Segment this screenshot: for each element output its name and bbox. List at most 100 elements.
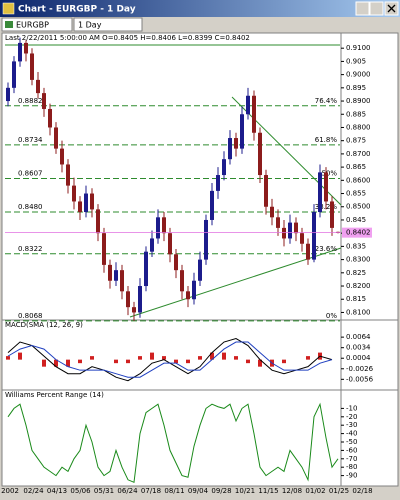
candle-body (78, 201, 82, 213)
minimize-button[interactable] (355, 1, 370, 16)
candle-body (168, 233, 172, 255)
y-tick-label: 0.8700 (346, 150, 371, 158)
trend-line (129, 247, 342, 318)
fib-price-label: 0.8607 (18, 169, 43, 177)
candle-body (18, 42, 22, 62)
candle-body (120, 270, 124, 292)
candle-body (96, 209, 100, 234)
y-tick-label: 0.865 (346, 163, 366, 171)
y-tick-label: 0.8800 (346, 123, 371, 131)
candle-body (24, 42, 28, 54)
histogram-bar (234, 356, 238, 360)
candle-body (108, 264, 112, 281)
y-tick-label: -50 (346, 438, 357, 446)
y-tick-label: 0.8900 (346, 97, 371, 105)
y-tick-label: 0.905 (346, 57, 366, 65)
x-tick-label: 08/11 (164, 487, 184, 495)
period-text: 1 Day (78, 21, 102, 30)
histogram-bar (138, 356, 142, 360)
y-tick-label: -30 (346, 421, 357, 429)
candle-body (162, 217, 166, 234)
last-price-label: 0.8402 (346, 229, 371, 237)
y-tick-label: 0.895 (346, 84, 366, 92)
y-tick-label: -60 (346, 446, 357, 454)
histogram-bar (66, 359, 70, 367)
fib-price-label: 0.8068 (18, 312, 43, 320)
y-tick-label: 0.855 (346, 190, 366, 198)
x-tick-label: 05/31 (94, 487, 114, 495)
candle-body (102, 233, 106, 265)
candle-body (72, 185, 76, 202)
histogram-bar (198, 356, 202, 360)
candle-body (210, 190, 214, 220)
y-tick-label: 0.9100 (346, 44, 371, 52)
candle-body (204, 219, 208, 260)
candle-body (258, 132, 262, 176)
title-bar (0, 0, 400, 17)
candle-body (150, 238, 154, 252)
candle-body (114, 270, 118, 281)
y-tick-label: 0.825 (346, 269, 366, 277)
y-tick-label: 0.885 (346, 110, 366, 118)
symbol-combo[interactable] (1, 17, 73, 32)
candle-body (174, 254, 178, 271)
y-tick-label: 0.9000 (346, 71, 371, 79)
histogram-bar (174, 359, 178, 364)
histogram-bar (54, 359, 58, 367)
window-title: Chart - EURGBP - 1 Day (18, 5, 136, 15)
candle-body (138, 286, 142, 313)
candle-body (84, 193, 88, 213)
y-tick-label: -0.0026 (346, 365, 374, 373)
fib-price-label: 0.8734 (18, 136, 43, 144)
candle-body (30, 53, 34, 80)
histogram-bar (222, 352, 226, 360)
candle-body (186, 291, 190, 300)
fib-percent-label: 0% (326, 312, 337, 320)
candle-body (36, 79, 40, 94)
histogram-bar (246, 359, 250, 364)
x-tick-label: 07/18 (141, 487, 161, 495)
candle-body (42, 93, 46, 109)
candle-body (216, 175, 220, 191)
candle-body (126, 291, 130, 308)
candle-body (234, 138, 238, 149)
histogram-bar (150, 352, 154, 360)
candle-body (276, 217, 280, 228)
candle-body (300, 233, 304, 244)
histogram-bar (306, 356, 310, 360)
symbol-icon (5, 21, 13, 28)
histogram-bar (258, 359, 262, 367)
x-tick-label: 01/25 (329, 487, 349, 495)
y-tick-label: 0.8200 (346, 282, 371, 290)
panel-title: Williams Percent Range (14) (5, 391, 104, 399)
y-tick-label: 0.8300 (346, 256, 371, 264)
histogram-bar (42, 359, 46, 367)
last-price-box (342, 227, 372, 238)
fib-price-label: 0.8322 (18, 245, 43, 253)
candle-body (228, 138, 232, 160)
y-tick-label: 0.815 (346, 295, 366, 303)
candle-body (60, 148, 64, 165)
candle-body (240, 114, 244, 149)
panel-title: MACD(SMA (12, 26, 9) (5, 321, 83, 329)
candle-body (324, 172, 328, 202)
x-tick-label: 02/18 (352, 487, 372, 495)
x-tick-label: 10/21 (235, 487, 255, 495)
period-combo[interactable] (73, 17, 143, 32)
maximize-button[interactable] (369, 1, 384, 16)
histogram-bar (90, 356, 94, 360)
x-tick-label: 09/28 (211, 487, 231, 495)
close-icon (387, 4, 396, 13)
candle-body (90, 193, 94, 210)
candle-body (192, 280, 196, 300)
y-tick-label: -90 (346, 472, 357, 480)
y-tick-label: -80 (346, 463, 357, 471)
candle-body (282, 227, 286, 239)
candle-body (270, 206, 274, 218)
y-tick-label: 0.8500 (346, 203, 371, 211)
y-tick-label: -40 (346, 430, 357, 438)
williams-line (7, 402, 339, 484)
fib-percent-label: 23.6% (315, 245, 338, 253)
y-tick-label: 0.0034 (346, 344, 371, 352)
x-tick-label: 01/02 (305, 487, 325, 495)
